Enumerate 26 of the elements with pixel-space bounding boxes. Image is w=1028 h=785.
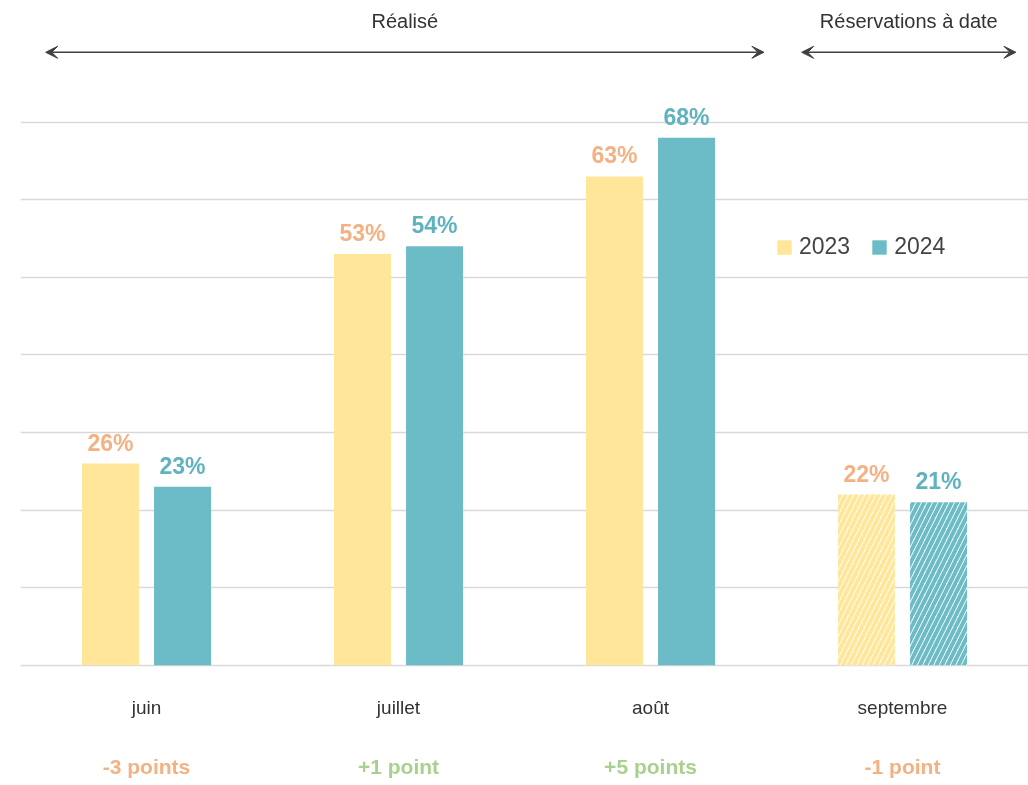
text: +5 points [604, 754, 697, 778]
x-tick-label: juin [130, 697, 162, 719]
text: Réalisé [371, 10, 439, 33]
text: Réservations à date [819, 10, 998, 33]
data-label: 53% [339, 220, 386, 247]
data-label: 23% [159, 452, 206, 479]
text: +1 point [357, 754, 440, 778]
legend-label: 2023 [799, 233, 851, 260]
bar [406, 246, 464, 666]
data-label: 26% [87, 429, 134, 456]
bar [658, 137, 716, 666]
text: -1 point [864, 754, 941, 778]
data-label: 54% [411, 212, 458, 239]
bar [333, 254, 391, 666]
bar [81, 463, 139, 666]
bar [585, 176, 643, 666]
data-label: 63% [591, 142, 638, 169]
bar [154, 486, 212, 666]
data-label: 21% [915, 468, 962, 495]
data-label: 22% [843, 460, 890, 487]
x-tick-label: septembre [857, 697, 948, 719]
legend-label: 2024 [894, 233, 946, 260]
x-tick-label: août [632, 697, 670, 719]
x-tick-label: juillet [375, 697, 421, 719]
text: -3 points [102, 754, 191, 778]
data-label: 68% [663, 103, 710, 130]
